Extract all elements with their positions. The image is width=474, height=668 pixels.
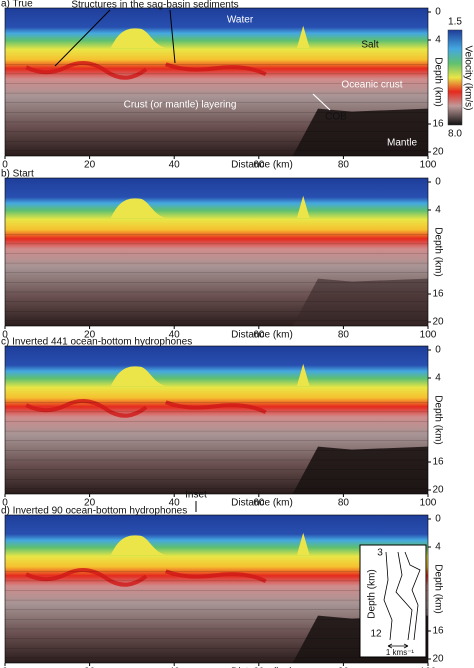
annotation: COB <box>325 112 347 123</box>
x-tick-label: 20 <box>84 667 96 668</box>
inset-tick: 3 <box>377 548 383 559</box>
red-structures <box>25 568 267 587</box>
velocity-model <box>5 178 428 326</box>
x-tick-label: 100 <box>420 330 437 341</box>
x-tick-label: 0 <box>2 160 8 171</box>
y-tick-label: 0 <box>435 177 441 188</box>
panel-frame <box>4 7 429 157</box>
y-tick-label: 4 <box>435 35 441 46</box>
y-tick-label: 20 <box>432 654 444 665</box>
y-tick-label: 16 <box>432 457 444 468</box>
velocity-model <box>5 8 428 156</box>
x-tick-label: 100 <box>420 498 437 509</box>
y-axis-label: Depth (km) <box>432 57 443 106</box>
x-tick-label: 0 <box>2 330 8 341</box>
y-axis-label: Depth (km) <box>432 564 443 613</box>
y-axis-label: Depth (km) <box>432 395 443 444</box>
inset-callout: Inset <box>185 490 207 501</box>
y-tick-label: 0 <box>435 7 441 18</box>
panel-label: a) True <box>1 0 33 10</box>
panel-label: c) Inverted 441 ocean-bottom hydrophones <box>1 337 192 348</box>
annotation: Water <box>227 15 254 26</box>
y-tick-label: 16 <box>432 119 444 130</box>
inset-scale-arrow <box>387 643 409 649</box>
x-tick-label: 80 <box>338 330 350 341</box>
x-axis-label: Distance (km) <box>231 330 293 341</box>
mantle <box>292 108 428 156</box>
y-tick-label: 20 <box>432 317 444 328</box>
annotation: Mantle <box>387 138 417 149</box>
velocity-model <box>5 515 428 663</box>
x-tick-label: 80 <box>338 498 350 509</box>
inset-box <box>359 544 427 658</box>
inset-profiles <box>383 551 421 641</box>
annotation: Oceanic crust <box>341 80 402 91</box>
y-tick-label: 20 <box>432 147 444 158</box>
y-tick-label: 4 <box>435 373 441 384</box>
panel-frame <box>4 345 429 495</box>
y-tick-label: 4 <box>435 205 441 216</box>
x-tick-label: 0 <box>2 498 8 509</box>
annotation: Salt <box>361 40 378 51</box>
x-tick-label: 20 <box>84 498 96 509</box>
colorbar <box>447 29 463 126</box>
x-tick-label: 40 <box>169 160 181 171</box>
x-axis-label: Distance (km) <box>231 667 293 668</box>
x-tick-label: 20 <box>84 160 96 171</box>
salt-spike <box>296 532 310 555</box>
annotation: Structures in the sag-basin sediments <box>71 0 238 11</box>
annotation-arrow <box>312 93 331 111</box>
panel-frame <box>4 177 429 327</box>
red-structures <box>25 399 267 418</box>
salt-spike <box>296 363 310 386</box>
y-tick-label: 20 <box>432 485 444 496</box>
x-tick-label: 80 <box>338 160 350 171</box>
x-tick-label: 40 <box>169 330 181 341</box>
x-tick-label: 0 <box>2 667 8 668</box>
y-tick-label: 4 <box>435 542 441 553</box>
y-tick-label: 16 <box>432 626 444 637</box>
salt-spike <box>296 195 310 218</box>
x-tick-label: 100 <box>420 667 437 668</box>
x-tick-label: 40 <box>169 498 181 509</box>
salt-dome <box>110 198 166 218</box>
red-structures <box>25 61 267 80</box>
y-tick-label: 0 <box>435 345 441 356</box>
x-tick-label: 80 <box>338 667 350 668</box>
panel-label: d) Inverted 90 ocean-bottom hydrophones <box>1 506 187 517</box>
colorbar-bottom: 8.0 <box>448 129 462 140</box>
x-tick-label: 60 <box>253 160 265 171</box>
x-tick-label: 20 <box>84 330 96 341</box>
colorbar-label: Velocity (km/s) <box>462 45 473 110</box>
velocity-model <box>5 346 428 494</box>
inset-tick: 12 <box>370 629 382 640</box>
x-tick-label: 60 <box>253 667 265 668</box>
x-axis-label: Distance (km) <box>231 498 293 509</box>
mantle <box>292 278 428 326</box>
y-tick-label: 16 <box>432 289 444 300</box>
x-tick-label: 100 <box>420 160 437 171</box>
inset-ylabel: Depth (km) <box>367 569 378 618</box>
colorbar-top: 1.5 <box>448 17 462 28</box>
mantle <box>292 446 428 494</box>
y-tick-label: 0 <box>435 514 441 525</box>
panel-frame <box>4 514 429 664</box>
y-axis-label: Depth (km) <box>432 227 443 276</box>
salt-dome <box>110 366 166 386</box>
x-tick-label: 60 <box>253 330 265 341</box>
annotation: Crust (or mantle) layering <box>124 100 237 111</box>
inset-scale: 1 kms⁻¹ <box>386 648 415 657</box>
x-tick-label: 40 <box>169 667 181 668</box>
annotation-arrow <box>54 9 176 67</box>
panel-label: b) Start <box>1 169 34 180</box>
salt-dome <box>110 535 166 555</box>
salt-dome <box>110 28 166 48</box>
x-tick-label: 60 <box>253 498 265 509</box>
x-axis-label: Distance (km) <box>231 160 293 171</box>
salt-spike <box>296 25 310 48</box>
